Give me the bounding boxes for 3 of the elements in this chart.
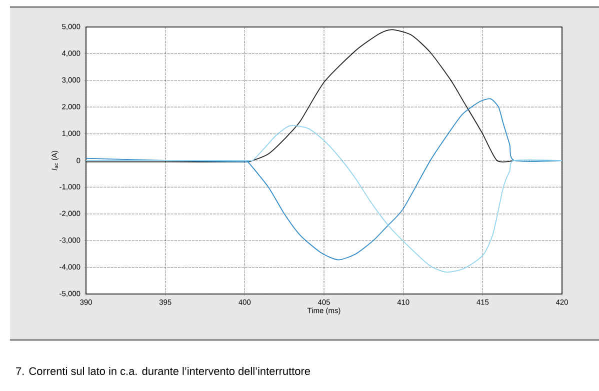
line-series <box>86 125 562 273</box>
text: 7. Correnti sul lato in c.a. durante l’intervento dell’interruttore <box>16 366 310 376</box>
line-series <box>86 29 515 162</box>
